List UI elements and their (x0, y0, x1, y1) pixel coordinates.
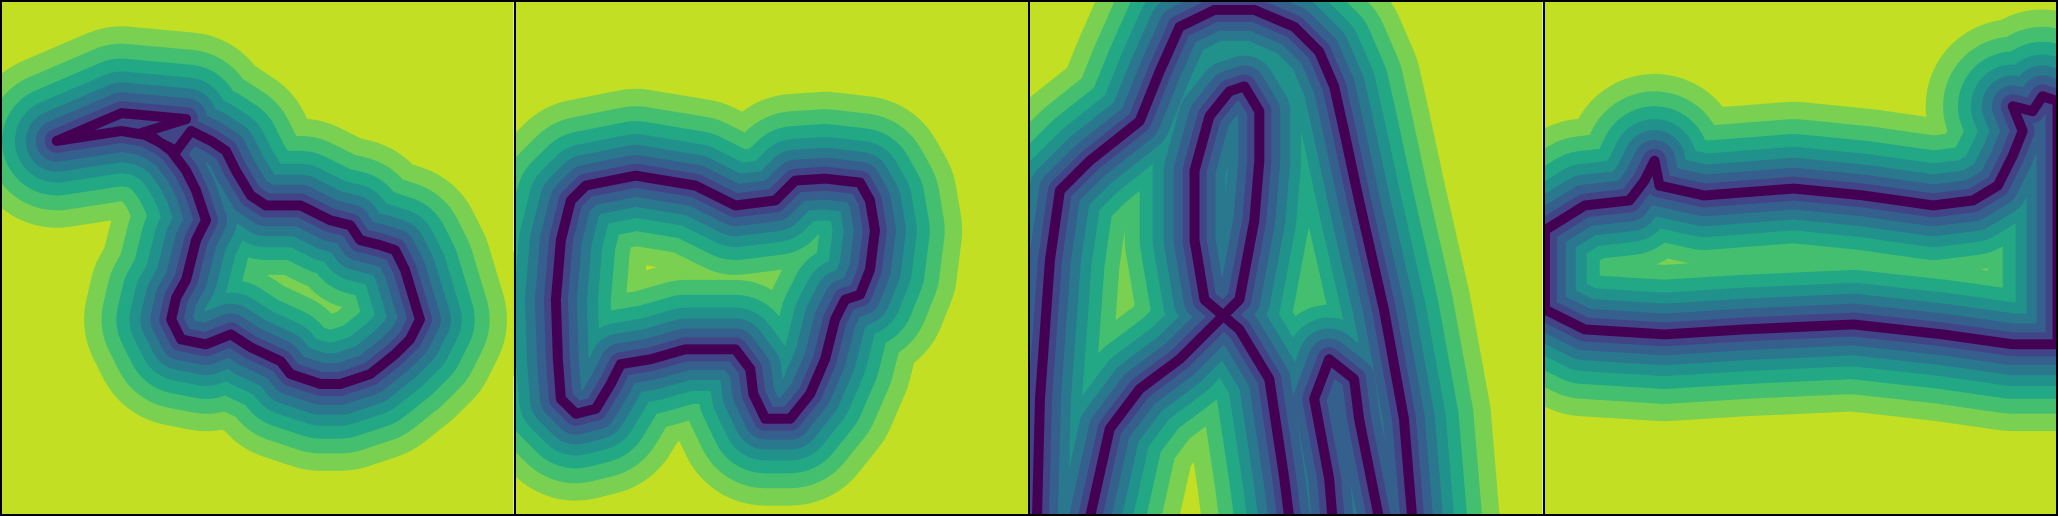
distance-field-boat (1544, 2, 2056, 514)
distance-field-bird (2, 2, 514, 514)
distance-field-arch (1030, 2, 1543, 514)
shape-outline (1035, 8, 1414, 514)
panel-bird (0, 0, 515, 516)
panel-arch (1029, 0, 1544, 516)
shape-outline (55, 111, 422, 386)
shape-outline (553, 174, 876, 421)
panel-quadruped (514, 0, 1029, 516)
shape-outline (1544, 94, 2056, 346)
distance-field-quadruped (515, 2, 1028, 514)
panel-boat (1543, 0, 2058, 516)
